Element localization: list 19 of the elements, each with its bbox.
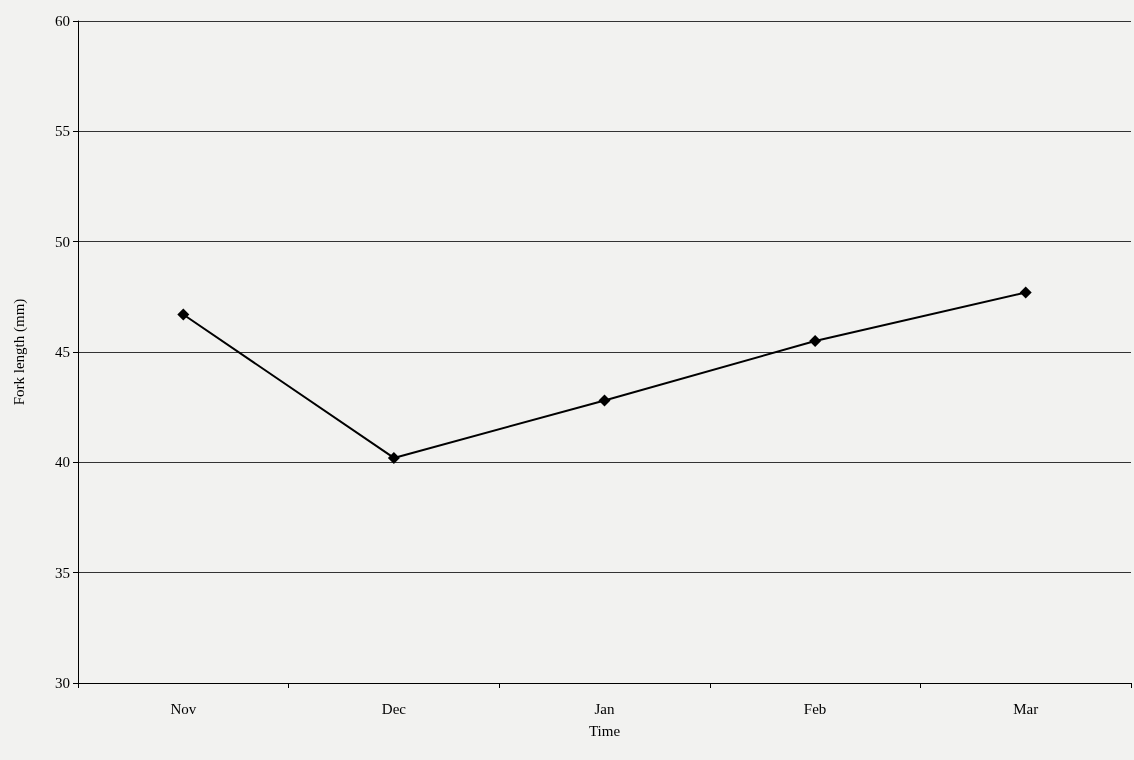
y-tick-label: 30 [55, 675, 70, 691]
y-tick-label: 45 [55, 344, 70, 360]
y-tick-label: 40 [55, 454, 70, 471]
x-tick-label: Jan [594, 700, 615, 717]
point [598, 394, 611, 407]
point [177, 308, 190, 321]
point [809, 334, 822, 347]
y-tick-label: 35 [55, 564, 70, 581]
y-axis-title: Fork length (mm) [10, 298, 28, 406]
y-tick-label: 60 [55, 13, 70, 29]
x-tick-label: Feb [803, 700, 827, 717]
x-tick-label: Dec [381, 700, 407, 717]
x-tick-label: Nov [170, 700, 197, 717]
x-axis-title: Time [588, 722, 621, 739]
y-tick-label: 50 [55, 233, 70, 250]
point [1019, 286, 1032, 299]
point [387, 451, 400, 464]
y-tick-label: 55 [55, 123, 70, 140]
x-tick-label: Mar [1013, 700, 1039, 717]
